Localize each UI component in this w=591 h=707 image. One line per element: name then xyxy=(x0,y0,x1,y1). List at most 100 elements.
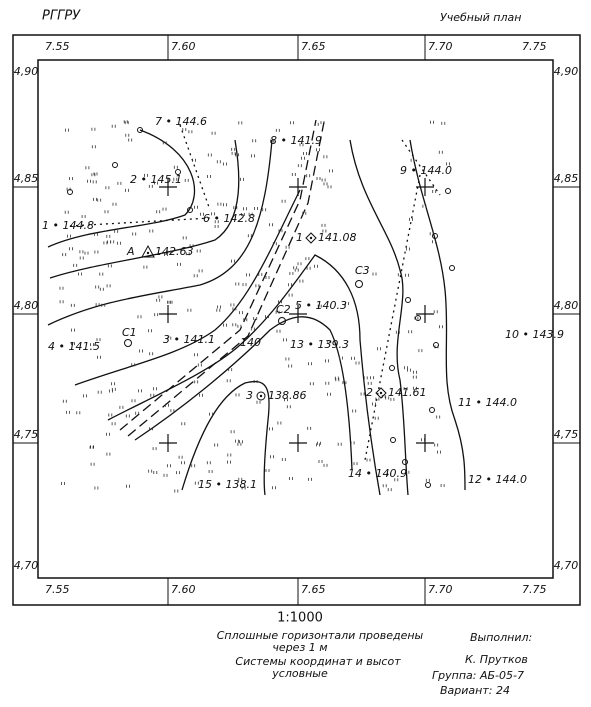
grass-mark xyxy=(182,236,187,240)
grass-mark xyxy=(297,262,302,266)
grass-mark xyxy=(192,158,196,162)
grid-cross xyxy=(289,178,307,196)
contour xyxy=(349,139,409,496)
x-coord-label: 7.75 xyxy=(522,40,547,53)
point-dot: • xyxy=(210,212,223,225)
point-dot: • xyxy=(212,478,225,491)
tree-mark xyxy=(433,342,439,348)
point-dot: • xyxy=(137,173,150,186)
grass-mark xyxy=(73,263,78,267)
point-id: 4 xyxy=(48,340,55,353)
grass-mark xyxy=(303,152,307,155)
grass-mark xyxy=(106,432,110,436)
grass-mark xyxy=(167,300,171,304)
grass-mark xyxy=(294,268,299,272)
grid-cross xyxy=(416,305,434,323)
grass-mark xyxy=(188,130,193,134)
grass-mark xyxy=(252,139,257,143)
grass-mark xyxy=(94,232,98,236)
elevation-point: 5 • 140.3 xyxy=(295,299,347,312)
y-coord-label: 4,70 xyxy=(554,559,579,572)
grass-mark xyxy=(370,376,374,380)
grass-mark xyxy=(302,211,307,215)
grass-mark xyxy=(231,147,236,151)
tree-mark xyxy=(429,407,435,413)
grass-mark xyxy=(94,486,99,490)
point-id: 3 xyxy=(163,333,170,346)
grass-mark xyxy=(235,393,240,397)
grass-mark xyxy=(194,205,198,209)
grass-mark xyxy=(269,223,273,227)
point-id: 8 xyxy=(270,134,277,147)
elevation-point: 7 • 144.6 xyxy=(155,115,207,128)
y-coord-label: 4,90 xyxy=(14,65,39,78)
contour xyxy=(49,139,240,279)
grass-mark xyxy=(214,220,219,224)
grass-mark xyxy=(196,249,201,253)
grass-mark xyxy=(91,145,96,149)
grass-mark xyxy=(278,300,282,304)
well-symbol xyxy=(124,339,132,347)
point-dot: • xyxy=(170,333,183,346)
station-center xyxy=(379,391,383,395)
point-elevation: 141.1 xyxy=(183,333,215,346)
grass-mark xyxy=(126,484,130,488)
grass-mark xyxy=(132,232,137,236)
grass-mark xyxy=(95,285,100,289)
grass-mark xyxy=(270,455,274,459)
point-dot: • xyxy=(277,134,290,147)
grass-mark xyxy=(148,329,152,333)
station-center xyxy=(259,394,263,398)
grass-mark xyxy=(425,478,430,482)
grass-mark xyxy=(106,452,111,456)
grass-mark xyxy=(316,148,320,152)
point-elevation: 140.9 xyxy=(375,467,407,480)
grass-mark xyxy=(79,256,84,260)
grass-mark xyxy=(87,179,91,183)
grass-mark xyxy=(114,229,119,233)
point-dot: • xyxy=(407,164,420,177)
point-elevation: 144.0 xyxy=(495,473,527,486)
grass-mark xyxy=(250,327,255,331)
grass-mark xyxy=(95,303,100,307)
grass-mark xyxy=(240,213,245,216)
grass-mark xyxy=(66,410,70,414)
grass-mark xyxy=(123,120,128,124)
grass-mark xyxy=(174,489,179,493)
grass-mark xyxy=(318,460,323,463)
y-coord-label: 4,75 xyxy=(554,428,579,441)
grass-mark xyxy=(235,153,239,157)
grass-mark xyxy=(69,177,73,181)
grass-mark xyxy=(214,225,219,228)
grass-mark xyxy=(61,482,65,485)
grass-mark xyxy=(433,310,438,314)
grass-mark xyxy=(153,471,158,474)
grass-mark xyxy=(76,411,81,415)
grass-mark xyxy=(158,295,163,299)
contour xyxy=(47,129,196,248)
author: Выполнил: xyxy=(470,631,532,644)
grass-mark xyxy=(323,155,328,159)
grass-mark xyxy=(289,272,294,275)
grass-mark xyxy=(275,310,280,314)
grass-mark xyxy=(144,173,148,177)
tree-mark xyxy=(425,482,431,488)
grass-mark xyxy=(232,307,237,311)
grass-mark xyxy=(83,394,87,398)
grass-mark xyxy=(306,174,311,178)
grass-mark xyxy=(137,315,142,319)
tree-mark xyxy=(449,265,455,271)
point-elevation: 144.6 xyxy=(175,115,207,128)
tree-mark xyxy=(432,233,438,239)
grid-cross xyxy=(159,305,177,323)
point-dot: • xyxy=(302,299,315,312)
grass-mark xyxy=(199,393,203,397)
boundary xyxy=(69,124,441,461)
elevation-point: 6 • 142.8 xyxy=(203,212,255,225)
grass-mark xyxy=(232,323,237,327)
grass-mark xyxy=(105,186,110,190)
y-coord-label: 4,70 xyxy=(14,559,39,572)
x-coord-label: 7.70 xyxy=(428,583,453,596)
contour xyxy=(47,139,273,326)
grass-mark xyxy=(59,300,64,304)
